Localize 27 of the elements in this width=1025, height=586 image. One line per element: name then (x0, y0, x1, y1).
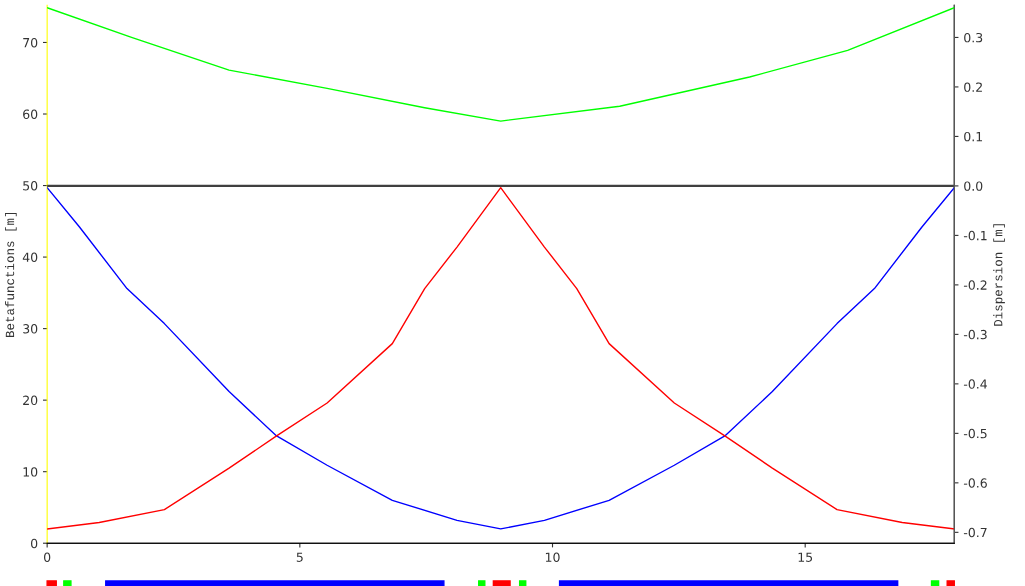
y-tick-label: 30 (23, 324, 38, 334)
y2-tick-label: -0.5 (963, 428, 987, 439)
y2-axis-title: Dispersion [m] (993, 224, 1005, 326)
y-tick-label: 70 (23, 37, 38, 48)
y-tick-label: 40 (22, 252, 38, 263)
x-tick-label: 15 (798, 552, 813, 562)
x-tick-label: 0 (44, 552, 51, 562)
y2-tick-label: 0.3 (964, 32, 983, 43)
y2-tick-label: -0.4 (963, 379, 987, 389)
y-tick-label: 0 (30, 538, 38, 549)
y2-tick-label: -0.7 (963, 527, 987, 538)
y-tick-label: 50 (23, 181, 38, 191)
x-tick-label: 5 (296, 552, 303, 562)
y-axis-title: Betafunctions [m] (5, 213, 17, 338)
y2-tick-label: -0.3 (963, 329, 987, 340)
y2-tick-label: -0.6 (963, 478, 987, 488)
y-tick-label: 20 (23, 395, 38, 406)
line-series (47, 7, 955, 122)
y-tick-label: 60 (23, 109, 38, 119)
y2-tick-label: 0.1 (964, 131, 983, 142)
y2-tick-label: 0.0 (964, 181, 983, 191)
y2-tick-label: -0.1 (963, 230, 987, 241)
x-tick-label: 10 (545, 552, 560, 562)
line-series (47, 186, 955, 530)
y-tick-label: 10 (23, 467, 38, 477)
y2-tick-label: -0.2 (963, 280, 987, 290)
y2-tick-label: 0.2 (964, 82, 982, 92)
